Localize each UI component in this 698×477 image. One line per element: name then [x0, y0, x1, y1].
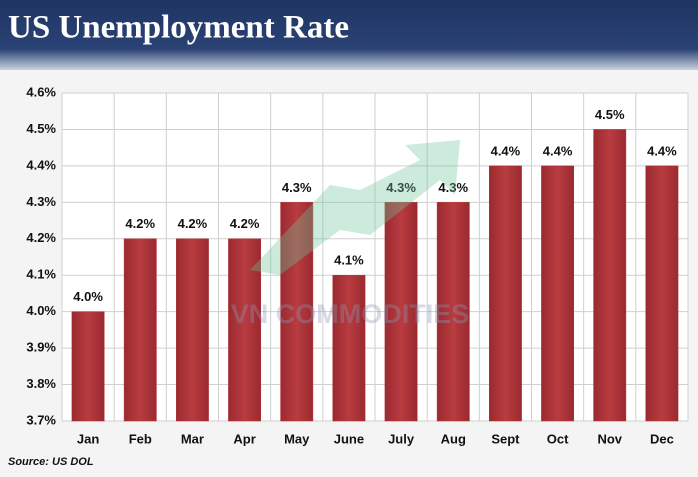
source: Source: US DOL: [8, 456, 94, 468]
data-label: 4.3%: [386, 180, 416, 195]
bar: [332, 274, 366, 422]
x-tick-label: Oct: [547, 431, 569, 446]
watermark-text: VN COMMODITIES: [231, 299, 470, 329]
bar: [123, 238, 157, 422]
y-tick-label: 3.9%: [26, 340, 56, 355]
bar: [593, 129, 627, 422]
bar: [384, 202, 418, 422]
x-tick-label: June: [334, 431, 364, 446]
y-tick-label: 4.3%: [26, 194, 56, 209]
data-label: 4.0%: [73, 289, 103, 304]
y-tick-label: 4.5%: [26, 121, 56, 136]
bar: [645, 165, 679, 422]
data-label: 4.5%: [595, 107, 625, 122]
data-label: 4.3%: [438, 180, 468, 195]
y-tick-label: 4.1%: [26, 267, 56, 282]
bar: [488, 165, 522, 422]
y-tick-label: 3.8%: [26, 376, 56, 391]
x-tick-label: Apr: [233, 431, 255, 446]
bar: [436, 202, 470, 422]
data-label: 4.4%: [647, 143, 677, 158]
y-tick-label: 4.4%: [26, 157, 56, 172]
y-tick-label: 4.6%: [26, 84, 56, 99]
data-label: 4.4%: [543, 143, 573, 158]
data-label: 4.1%: [334, 253, 364, 268]
bar: [228, 238, 262, 422]
x-tick-label: Aug: [441, 431, 466, 446]
x-tick-label: Dec: [650, 431, 674, 446]
chart-title: US Unemployment Rate: [8, 10, 349, 46]
y-tick-label: 3.7%: [26, 412, 56, 427]
header: [0, 0, 698, 70]
watermark-arrow: [250, 140, 460, 275]
x-tick-label: Nov: [597, 431, 622, 446]
watermark: VN COMMODITIES: [231, 140, 470, 329]
data-label: 4.4%: [491, 143, 521, 158]
bar: [541, 165, 575, 422]
x-tick-label: Mar: [181, 431, 204, 446]
x-tick-label: Sept: [491, 431, 520, 446]
bar: [71, 311, 105, 422]
x-tick-label: Feb: [129, 431, 152, 446]
data-label: 4.2%: [230, 216, 260, 231]
data-label: 4.3%: [282, 180, 312, 195]
y-tick-label: 4.0%: [26, 303, 56, 318]
y-tick-label: 4.2%: [26, 230, 56, 245]
bar: [175, 238, 209, 422]
bar: [280, 202, 314, 422]
x-tick-label: May: [284, 431, 310, 446]
data-label: 4.2%: [125, 216, 155, 231]
x-tick-label: Jan: [77, 431, 99, 446]
data-label: 4.2%: [178, 216, 208, 231]
x-tick-label: July: [388, 431, 415, 446]
